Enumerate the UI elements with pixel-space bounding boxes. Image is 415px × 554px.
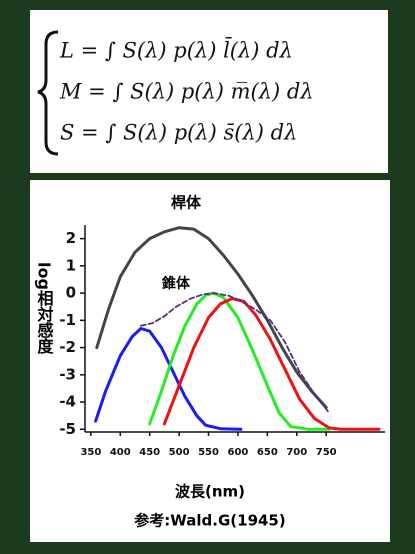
y-axis-label: log相対感度 xyxy=(35,262,55,355)
y-tick-label: 2 xyxy=(66,229,76,247)
x-tick-label: 600 xyxy=(228,447,249,458)
x-tick-label: 350 xyxy=(80,447,101,458)
series-line xyxy=(140,292,330,414)
y-tick-label: -2 xyxy=(59,338,76,356)
equation: S = ∫ S(λ) p(λ) s̄(λ) dλ xyxy=(60,121,297,145)
y-tick-label: 0 xyxy=(66,284,76,302)
brace xyxy=(37,30,59,156)
y-tick-label: -5 xyxy=(59,420,76,438)
y-tick-label: -4 xyxy=(59,393,76,411)
x-tick-label: 400 xyxy=(110,447,131,458)
equation-box xyxy=(30,10,388,173)
x-tick-label: 550 xyxy=(198,447,219,458)
y-tick-label: -3 xyxy=(59,365,76,383)
chart-title: 桿体 xyxy=(171,194,202,212)
x-tick-label: 750 xyxy=(316,447,337,458)
annotation: 錐体 xyxy=(162,275,191,292)
series-line xyxy=(148,291,331,431)
y-tick-label: -1 xyxy=(59,311,76,329)
y-tick-label: 1 xyxy=(66,256,76,274)
x-tick-label: 500 xyxy=(169,447,190,458)
equation: M = ∫ S(λ) p(λ) m̅(λ) dλ xyxy=(59,80,314,104)
series-line xyxy=(162,297,381,431)
source: 参考:Wald.G(1945) xyxy=(134,512,285,530)
series-line xyxy=(94,327,243,431)
x-axis-label: 波長(nm) xyxy=(175,483,245,501)
x-tick-label: 700 xyxy=(286,447,307,458)
x-tick-label: 450 xyxy=(139,447,160,458)
series-line xyxy=(95,226,328,409)
x-tick-label: 650 xyxy=(257,447,278,458)
equation: L = ∫ S(λ) p(λ) l̄(λ) dλ xyxy=(59,37,293,63)
